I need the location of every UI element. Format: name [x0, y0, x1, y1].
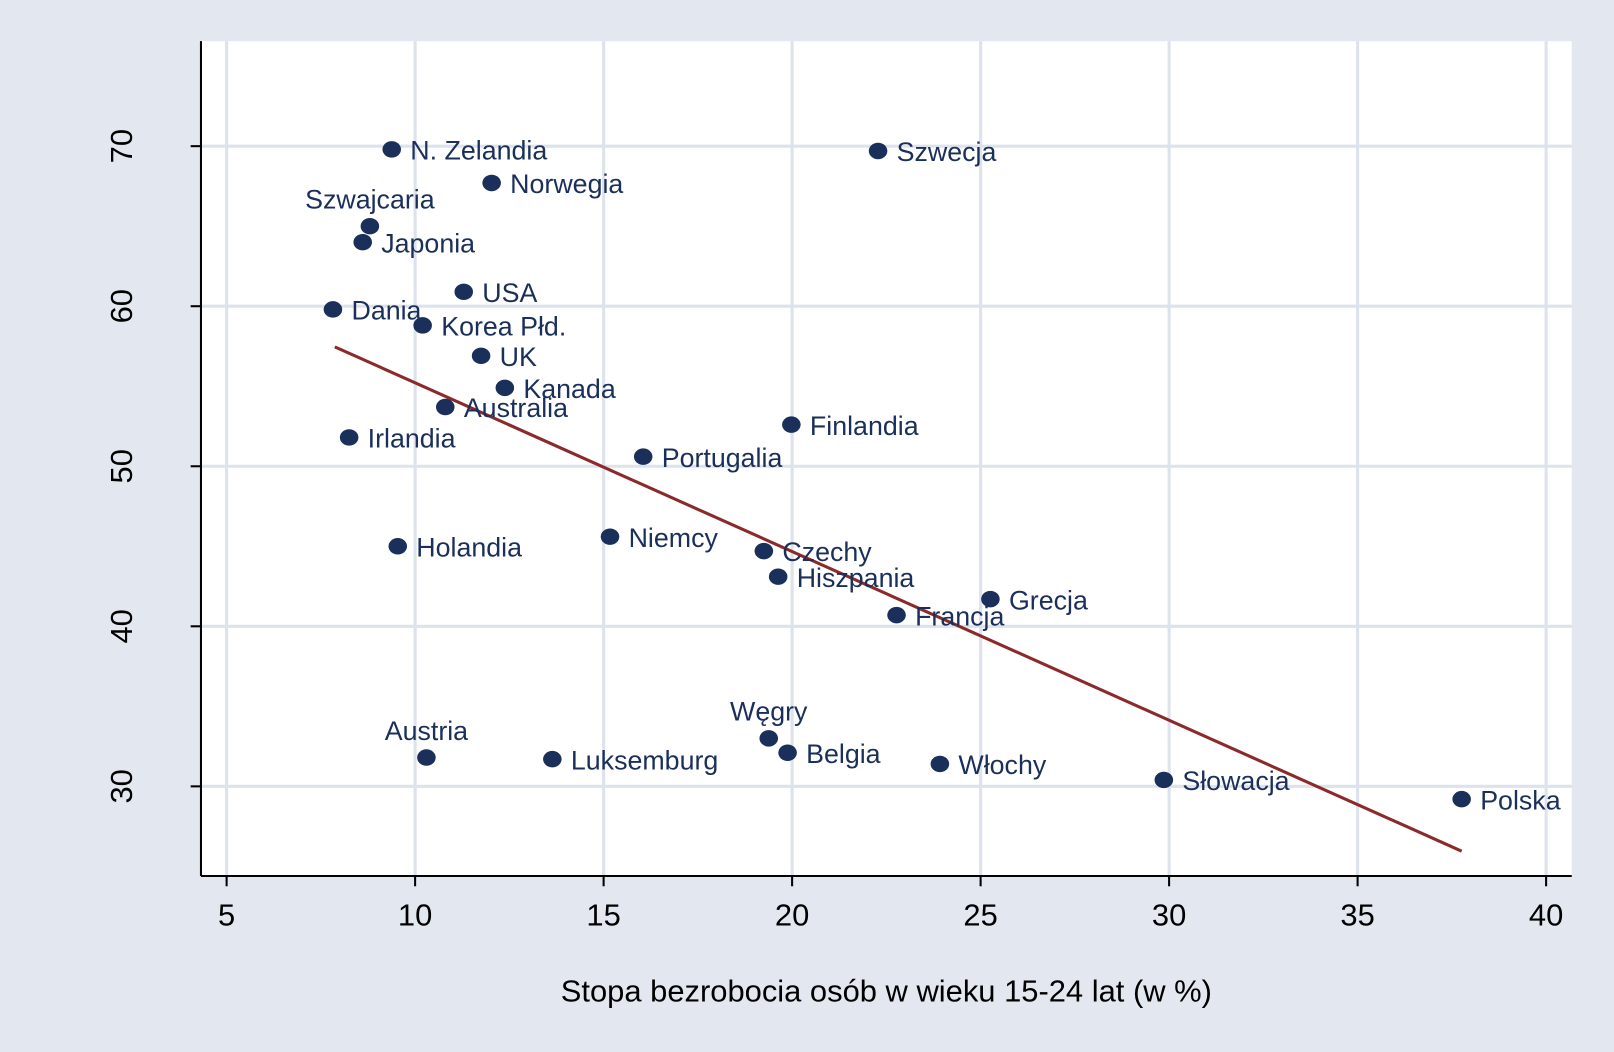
point [868, 142, 888, 160]
point [353, 233, 372, 251]
point-label: Austria [385, 716, 468, 746]
point-label: Finlandia [810, 411, 919, 441]
point-label: Słowacja [1182, 766, 1289, 796]
point-label: Irlandia [368, 424, 456, 454]
y-tick-label: 30 [104, 769, 139, 803]
point [413, 317, 432, 334]
x-tick-label: 5 [218, 897, 235, 932]
point-label: Japonia [381, 228, 475, 258]
point-label: Czechy [782, 537, 872, 567]
point [600, 528, 620, 545]
point [543, 750, 562, 768]
point [1452, 790, 1471, 808]
point-label: Norwegia [510, 169, 623, 199]
x-tick-label: 20 [775, 897, 809, 932]
point-label: Niemcy [629, 523, 719, 553]
point-label: Australia [464, 393, 568, 423]
point-label: UK [500, 342, 537, 372]
point [388, 538, 408, 555]
point-label: Kanada [523, 374, 615, 404]
y-tick-label: 40 [104, 609, 139, 643]
x-tick-label: 10 [398, 897, 432, 932]
point-label: Dania [351, 296, 421, 326]
point-label: Luksemburg [571, 745, 718, 775]
point-label: Szwecja [897, 137, 997, 167]
point-label: Portugalia [662, 443, 783, 473]
point-label: Belgia [806, 739, 881, 769]
point-label: Grecja [1009, 585, 1088, 615]
x-tick-label: 40 [1529, 897, 1563, 932]
trend-line [334, 345, 1463, 853]
point [471, 347, 491, 365]
point-label: USA [482, 278, 537, 308]
point [360, 217, 380, 235]
point-label: Korea Płd. [441, 312, 566, 342]
point-label: Francja [915, 601, 1004, 631]
point-label: Hiszpania [797, 563, 915, 593]
point-label: Węgry [730, 697, 808, 727]
point-label: Polska [1480, 785, 1561, 815]
point [382, 141, 402, 158]
x-tick-label: 35 [1340, 897, 1374, 932]
point [754, 542, 774, 560]
point [633, 448, 653, 465]
y-tick-label: 60 [104, 289, 139, 323]
x-tick-label: 25 [963, 897, 997, 932]
point [782, 416, 801, 433]
y-tick-label: 50 [104, 449, 139, 483]
point [323, 301, 343, 318]
point [482, 174, 501, 192]
point [495, 379, 515, 397]
x-tick-label: 30 [1152, 897, 1186, 932]
point [1154, 771, 1174, 789]
point [417, 749, 436, 766]
point [930, 755, 950, 773]
point [981, 590, 1000, 608]
point-label: Szwajcaria [305, 185, 435, 215]
point [435, 398, 455, 416]
point [778, 744, 797, 761]
point [759, 730, 779, 747]
point [454, 283, 474, 301]
point-label: N. Zelandia [410, 136, 547, 166]
plot-area [200, 41, 1572, 876]
point-label: Włochy [958, 750, 1046, 780]
point [339, 429, 359, 446]
x-tick-label: 15 [586, 897, 620, 932]
x-axis-title: Stopa bezrobocia osób w wieku 15-24 lat … [561, 973, 1212, 1008]
point [768, 568, 788, 585]
point [887, 606, 906, 624]
point-label: Holandia [416, 532, 522, 562]
y-tick-label: 70 [104, 129, 139, 163]
